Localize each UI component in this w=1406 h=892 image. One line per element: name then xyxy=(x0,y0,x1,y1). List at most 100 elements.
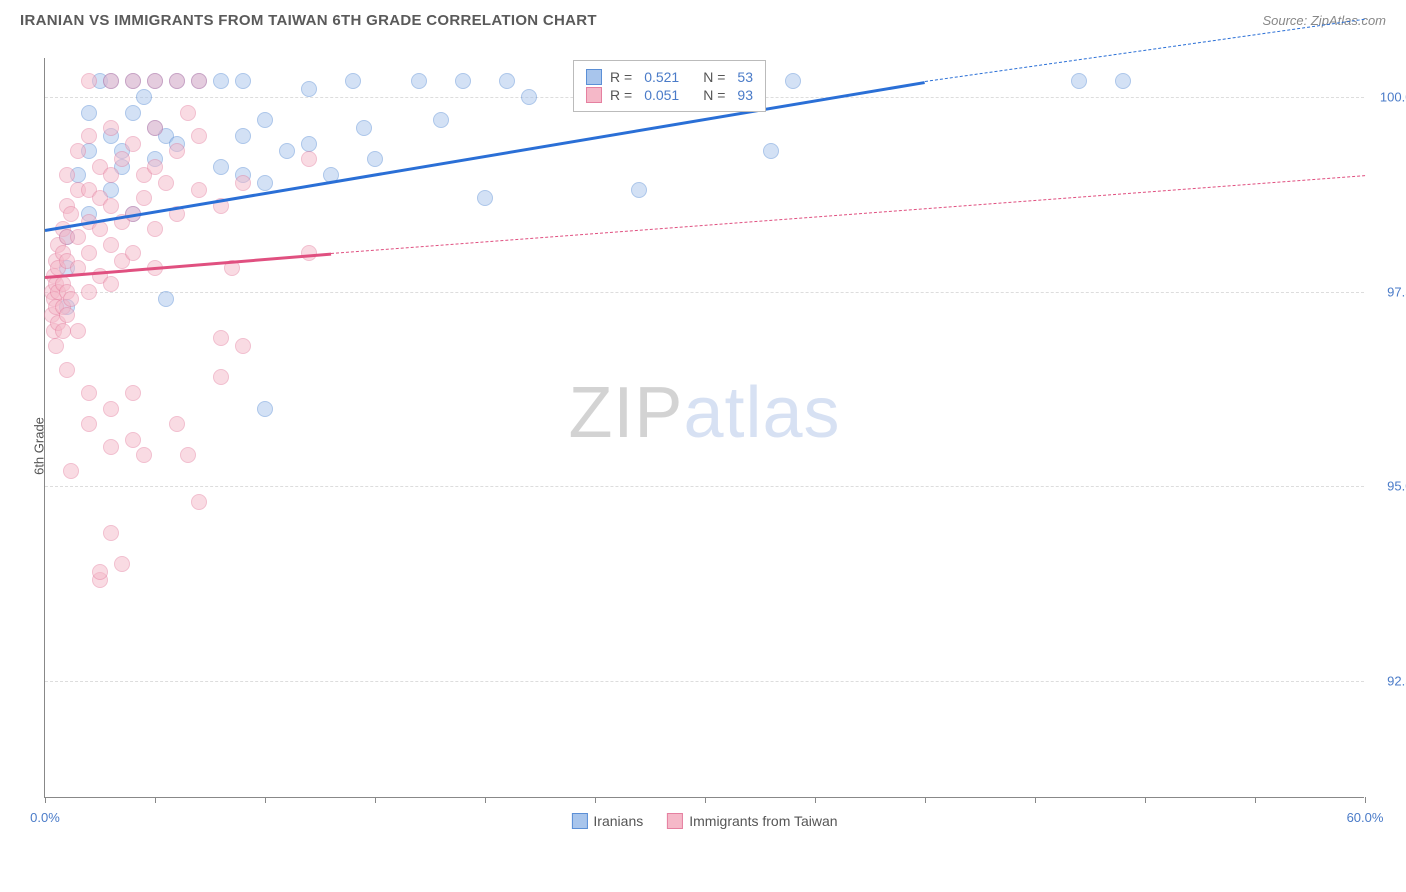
scatter-point xyxy=(92,564,108,580)
series-legend-item: Iranians xyxy=(571,813,643,829)
legend-swatch xyxy=(586,87,602,103)
scatter-point xyxy=(70,229,86,245)
watermark: ZIPatlas xyxy=(568,372,840,454)
x-tick xyxy=(1365,797,1366,803)
scatter-point xyxy=(180,105,196,121)
scatter-point xyxy=(213,159,229,175)
scatter-point xyxy=(48,338,64,354)
source-attribution: Source: ZipAtlas.com xyxy=(1262,13,1386,28)
scatter-point xyxy=(81,416,97,432)
scatter-point xyxy=(125,385,141,401)
legend-n-label: N = xyxy=(703,69,725,85)
scatter-point xyxy=(301,136,317,152)
scatter-point xyxy=(136,89,152,105)
x-tick-label-left: 0.0% xyxy=(30,810,60,825)
legend-r-label: R = xyxy=(610,69,632,85)
scatter-point xyxy=(257,175,273,191)
legend-r-value: 0.521 xyxy=(644,69,679,85)
series-legend-item: Immigrants from Taiwan xyxy=(667,813,837,829)
scatter-point xyxy=(411,73,427,89)
scatter-point xyxy=(125,136,141,152)
stats-legend: R = 0.521 N = 53 R =0.051N =93 xyxy=(573,60,766,112)
stats-legend-row: R =0.051N =93 xyxy=(586,87,753,103)
scatter-point xyxy=(103,276,119,292)
scatter-point xyxy=(70,323,86,339)
scatter-point xyxy=(279,143,295,159)
scatter-point xyxy=(147,159,163,175)
scatter-point xyxy=(158,175,174,191)
scatter-point xyxy=(1115,73,1131,89)
scatter-point xyxy=(521,89,537,105)
chart-title: IRANIAN VS IMMIGRANTS FROM TAIWAN 6TH GR… xyxy=(20,12,597,29)
scatter-point xyxy=(103,525,119,541)
scatter-point xyxy=(81,284,97,300)
scatter-plot-area: ZIPatlas 92.5%95.0%97.5%100.0%0.0%60.0%R… xyxy=(44,58,1364,798)
scatter-point xyxy=(301,245,317,261)
scatter-point xyxy=(367,151,383,167)
scatter-point xyxy=(257,112,273,128)
scatter-point xyxy=(158,291,174,307)
legend-n-value: 53 xyxy=(737,69,753,85)
scatter-point xyxy=(55,323,71,339)
x-tick xyxy=(485,797,486,803)
scatter-point xyxy=(103,237,119,253)
scatter-point xyxy=(235,338,251,354)
scatter-point xyxy=(125,245,141,261)
x-tick xyxy=(45,797,46,803)
scatter-point xyxy=(191,182,207,198)
x-tick xyxy=(595,797,596,803)
legend-n-value: 93 xyxy=(737,87,753,103)
x-tick-label-right: 60.0% xyxy=(1347,810,1384,825)
scatter-point xyxy=(213,330,229,346)
scatter-point xyxy=(136,447,152,463)
scatter-point xyxy=(63,206,79,222)
y-tick-label: 100.0% xyxy=(1380,89,1406,104)
scatter-point xyxy=(125,73,141,89)
scatter-point xyxy=(763,143,779,159)
scatter-point xyxy=(301,151,317,167)
x-tick xyxy=(155,797,156,803)
scatter-point xyxy=(114,556,130,572)
chart-header: IRANIAN VS IMMIGRANTS FROM TAIWAN 6TH GR… xyxy=(0,0,1406,37)
scatter-point xyxy=(103,120,119,136)
scatter-point xyxy=(785,73,801,89)
series-legend: Iranians Immigrants from Taiwan xyxy=(571,813,837,829)
scatter-point xyxy=(345,73,361,89)
scatter-point xyxy=(92,221,108,237)
scatter-point xyxy=(136,190,152,206)
scatter-point xyxy=(81,73,97,89)
y-tick-label: 95.0% xyxy=(1387,479,1406,494)
scatter-point xyxy=(213,73,229,89)
scatter-point xyxy=(191,128,207,144)
scatter-point xyxy=(59,167,75,183)
scatter-point xyxy=(114,151,130,167)
x-tick xyxy=(1255,797,1256,803)
scatter-point xyxy=(191,73,207,89)
scatter-point xyxy=(59,307,75,323)
scatter-point xyxy=(433,112,449,128)
legend-swatch xyxy=(667,813,683,829)
series-legend-label: Iranians xyxy=(593,813,643,829)
scatter-point xyxy=(103,198,119,214)
scatter-point xyxy=(631,182,647,198)
series-legend-label: Immigrants from Taiwan xyxy=(689,813,837,829)
legend-swatch xyxy=(571,813,587,829)
legend-r-value: 0.051 xyxy=(644,87,679,103)
scatter-point xyxy=(235,73,251,89)
watermark-part2: atlas xyxy=(683,373,840,453)
scatter-point xyxy=(169,416,185,432)
watermark-part1: ZIP xyxy=(568,373,683,453)
scatter-point xyxy=(147,221,163,237)
scatter-point xyxy=(81,385,97,401)
x-tick xyxy=(925,797,926,803)
scatter-point xyxy=(499,73,515,89)
x-tick xyxy=(705,797,706,803)
legend-swatch xyxy=(586,69,602,85)
scatter-point xyxy=(301,81,317,97)
scatter-point xyxy=(213,369,229,385)
x-tick xyxy=(265,797,266,803)
scatter-point xyxy=(63,291,79,307)
scatter-point xyxy=(180,447,196,463)
scatter-point xyxy=(103,73,119,89)
scatter-point xyxy=(125,432,141,448)
